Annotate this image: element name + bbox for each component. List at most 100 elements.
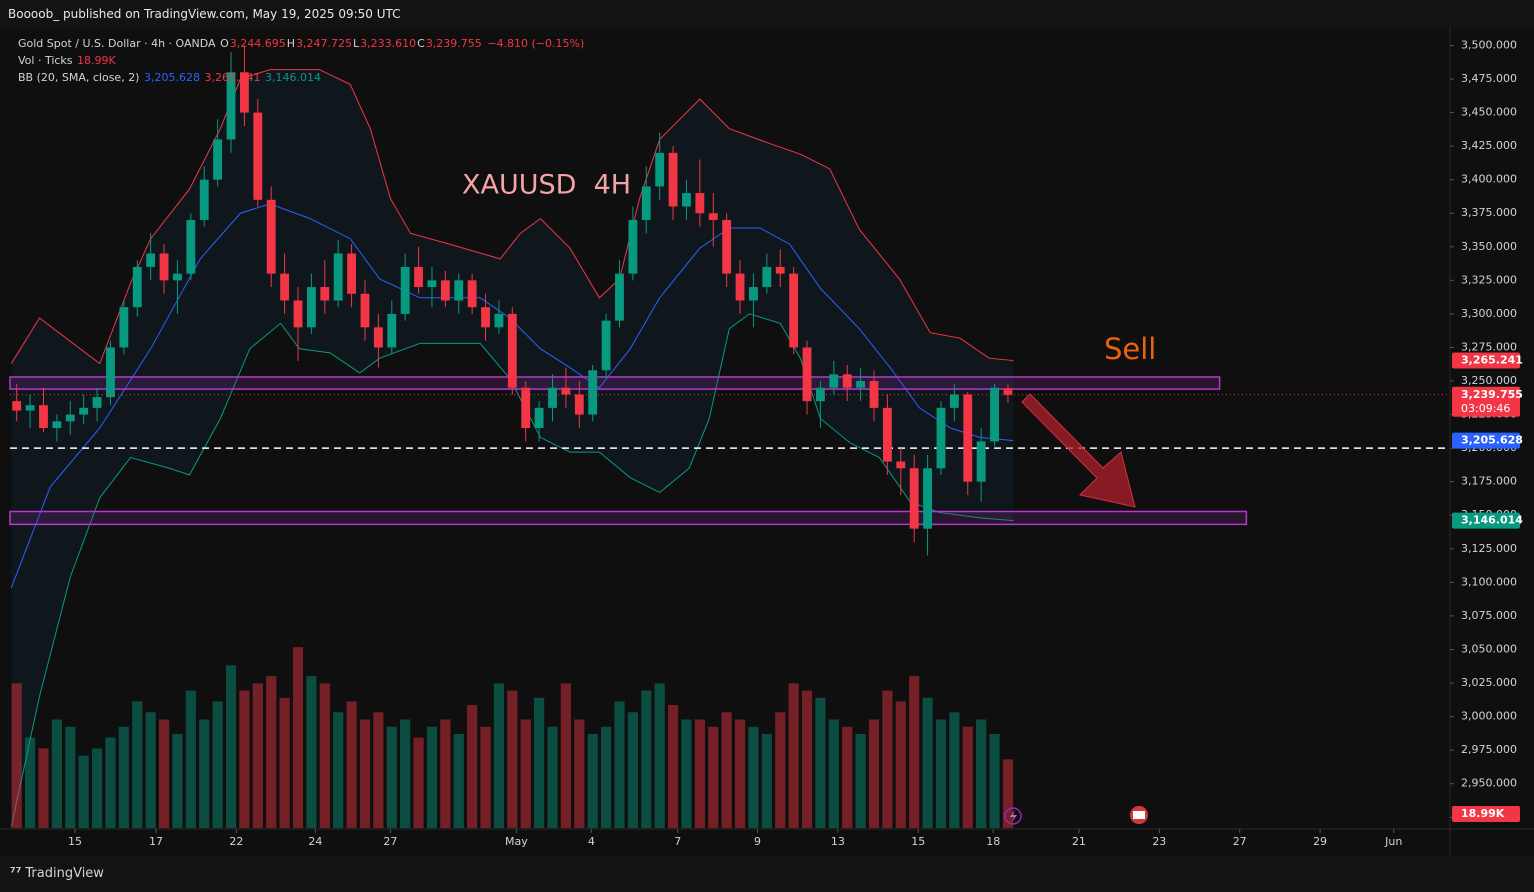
volume-bar xyxy=(145,712,156,828)
candle-body xyxy=(896,461,906,469)
candle-body xyxy=(936,407,946,469)
volume-bar xyxy=(788,683,799,828)
legend-row: Vol · Ticks 18.99K xyxy=(18,52,585,69)
volume-bar xyxy=(132,701,143,828)
candle-body xyxy=(494,313,504,328)
x-tick-label: 17 xyxy=(149,835,163,848)
ohlc-value: 3,239.755 xyxy=(425,37,482,50)
volume-bar xyxy=(681,719,692,828)
candle-body xyxy=(588,370,598,415)
volume-bar xyxy=(882,690,893,828)
x-tick-label: 13 xyxy=(831,835,845,848)
x-tick-label: Jun xyxy=(1384,835,1402,848)
candle-body xyxy=(106,347,115,398)
y-tick-label: 2,950.000 xyxy=(1461,777,1517,790)
ohlc-key: O xyxy=(220,37,229,50)
volume-bar xyxy=(842,726,853,828)
candle-body xyxy=(615,273,624,321)
candle-body xyxy=(65,414,75,422)
volume-bar xyxy=(158,719,170,828)
byline: Boooob_ published on TradingView.com, Ma… xyxy=(8,7,401,21)
volume-bar xyxy=(667,705,679,828)
candle-body xyxy=(815,387,825,402)
y-tick-label: 3,300.000 xyxy=(1461,307,1517,320)
y-tick-label: 3,025.000 xyxy=(1461,676,1517,689)
volume-bar xyxy=(614,701,625,828)
annotation: XAUUSD 4H xyxy=(462,170,631,201)
volume-bar xyxy=(587,733,598,828)
price-label-box xyxy=(1452,432,1520,449)
volume-bar xyxy=(346,701,357,828)
candle-body xyxy=(856,381,866,388)
candle-body xyxy=(682,193,691,207)
candle-body xyxy=(186,219,196,274)
candle-body xyxy=(481,307,490,328)
bb-value: 3,146.014 xyxy=(264,71,321,84)
y-tick-label: 3,050.000 xyxy=(1461,642,1517,655)
candle-body xyxy=(695,193,705,214)
candle-body xyxy=(373,327,383,348)
candle-body xyxy=(454,280,464,301)
candle-body xyxy=(360,293,370,328)
volume-bar xyxy=(601,726,612,828)
bb-value: 3,265.241 xyxy=(204,71,261,84)
volume-bar xyxy=(373,712,384,828)
candle-body xyxy=(306,287,316,328)
candle-body xyxy=(173,273,182,281)
candle-body xyxy=(802,347,812,402)
price-label-timer: 03:09:46 xyxy=(1461,402,1510,415)
zone xyxy=(9,376,1221,390)
change: −4.810 (−0.15%) xyxy=(487,37,585,50)
volume-bar xyxy=(65,726,76,828)
candle-body xyxy=(1003,388,1013,395)
candle-body xyxy=(199,179,209,220)
volume-bar xyxy=(627,712,638,828)
candle-body xyxy=(963,394,973,482)
volume-bar xyxy=(1002,759,1014,828)
x-tick-label: 27 xyxy=(1233,835,1247,848)
band-line xyxy=(10,69,1014,365)
bb-name: BB (20, SMA, close, 2) xyxy=(18,71,140,84)
candle-body xyxy=(146,253,156,267)
candle-body xyxy=(601,320,611,371)
y-tick-label: 3,175.000 xyxy=(1461,475,1517,488)
legend-row: Gold Spot / U.S. Dollar · 4h · OANDA O3,… xyxy=(18,35,585,52)
event-icon[interactable] xyxy=(1004,807,1022,825)
price-label-box xyxy=(1452,512,1520,529)
candle-body xyxy=(79,407,89,415)
candle-body xyxy=(548,387,557,408)
volume-bar xyxy=(761,733,772,828)
candle-body xyxy=(333,253,343,301)
volume-bar xyxy=(641,690,652,828)
candle-body xyxy=(293,300,303,328)
y-tick-label: 3,275.000 xyxy=(1461,340,1517,353)
y-tick-label: 3,100.000 xyxy=(1461,575,1517,588)
volume-bar xyxy=(962,726,973,828)
volume-bar xyxy=(493,683,505,828)
candle-body xyxy=(213,139,223,180)
zone xyxy=(9,510,1248,526)
candle-body xyxy=(842,374,852,388)
candle-body xyxy=(534,407,544,428)
volume-value: 18.99K xyxy=(77,54,116,67)
legend-row: BB (20, SMA, close, 2) 3,205.628 3,265.2… xyxy=(18,69,585,86)
volume-bar xyxy=(359,719,371,828)
band-line xyxy=(10,313,1014,827)
volume-bar xyxy=(239,690,250,828)
volume-bar xyxy=(520,719,531,828)
x-tick-label: 22 xyxy=(229,835,243,848)
candle-body xyxy=(923,468,933,529)
candle-body xyxy=(949,394,959,408)
volume-bar xyxy=(11,683,22,828)
y-tick-label: 3,425.000 xyxy=(1461,139,1517,152)
y-tick-label: 3,250.000 xyxy=(1461,374,1517,387)
volume-bar xyxy=(440,719,451,828)
candle-body xyxy=(909,468,919,529)
price-label: 3,239.755 xyxy=(1461,388,1523,401)
x-tick-label: 15 xyxy=(68,835,82,848)
candle-body xyxy=(507,313,517,388)
candle-body xyxy=(789,273,799,348)
candle-body xyxy=(119,307,129,348)
legend: Gold Spot / U.S. Dollar · 4h · OANDA O3,… xyxy=(18,35,585,86)
